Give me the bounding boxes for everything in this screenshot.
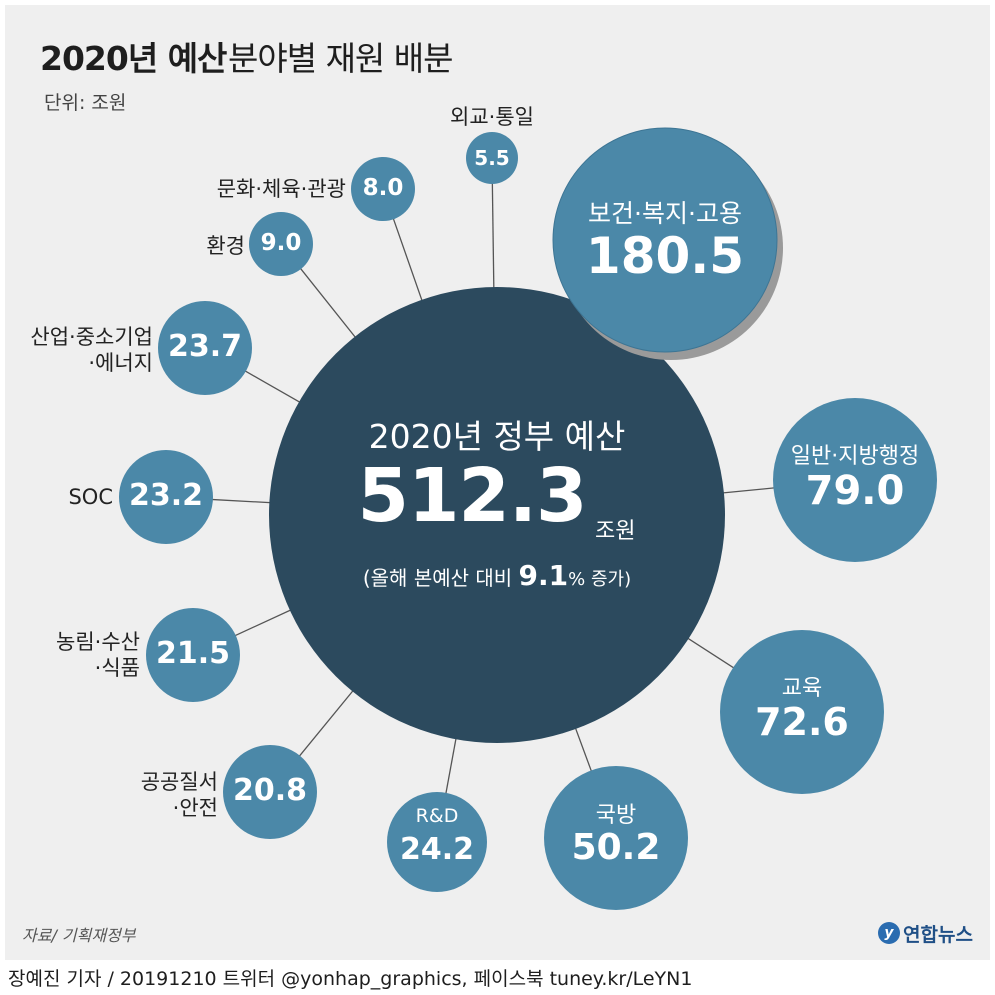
source-note: 자료/ 기획재정부 [22, 926, 136, 945]
bubble-label-5: R&D [415, 804, 459, 827]
growth-value: 9.1 [518, 559, 569, 592]
unit-label: 단위: 조원 [44, 92, 127, 114]
bubble-label-3: 교육 [781, 676, 823, 702]
bubble-value-5: 24.2 [399, 831, 475, 867]
bubble-1 [552, 127, 778, 353]
center-growth-note: (올해 본예산 대비 9.1% 증가) [362, 559, 632, 592]
center-label: 2020년 정부 예산 [368, 417, 626, 456]
bubble-value-7: 21.5 [155, 636, 231, 672]
category-label-6: 공공질서 ·안전 [140, 770, 218, 820]
center-bubble [269, 287, 725, 743]
connector-line [491, 181, 495, 308]
bubble-5 [387, 792, 487, 892]
category-label-7: 농림·수산 ·식품 [56, 630, 140, 680]
bubble-4 [544, 766, 688, 910]
bubble-value-1: 180.5 [585, 226, 745, 285]
category-label-12: 외교·통일 [450, 105, 534, 129]
title-bold: 2020년 예산 [40, 39, 227, 78]
center-value: 512.3 [357, 453, 587, 539]
bubble-8 [119, 450, 213, 544]
logo: y 연합뉴스 [878, 918, 973, 948]
title-rest: 분야별 재원 배분 [228, 39, 453, 78]
center-unit: 조원 [595, 519, 636, 544]
category-label-8: SOC [68, 485, 113, 509]
bubble-10 [249, 212, 313, 276]
bubble-label-2: 일반·지방행정 [790, 444, 920, 469]
bubble-2 [773, 398, 937, 562]
bubble-6 [223, 745, 317, 839]
bubble-value-11: 8.0 [362, 174, 404, 201]
bubble-9 [158, 301, 252, 395]
bubble-value-3: 72.6 [755, 700, 849, 745]
bubble-value-6: 20.8 [232, 773, 308, 809]
bubble-value-2: 79.0 [805, 468, 905, 514]
bubble-7 [146, 608, 240, 702]
bubble-value-9: 23.7 [167, 329, 243, 365]
bubble-value-10: 9.0 [260, 229, 302, 256]
category-label-11: 문화·체육·관광 [216, 177, 346, 201]
bubble-label-1: 보건·복지·고용 [588, 198, 742, 228]
bubble-value-12: 5.5 [474, 145, 510, 170]
bubble-value-4: 50.2 [571, 826, 661, 868]
category-label-10: 환경 [206, 234, 245, 258]
logo-text: 연합뉴스 [903, 923, 973, 946]
bubble-value-8: 23.2 [128, 478, 204, 514]
bubble-11 [351, 157, 415, 221]
bubble-label-4: 국방 [595, 802, 637, 828]
category-label-9: 산업·중소기업 ·에너지 [30, 325, 153, 375]
credit-line: 장예진 기자 / 20191210 트위터 @yonhap_graphics, … [8, 968, 693, 990]
bubble-12 [466, 132, 518, 184]
yonhap-logo-icon: y [878, 922, 900, 944]
bubble-3 [720, 630, 884, 794]
